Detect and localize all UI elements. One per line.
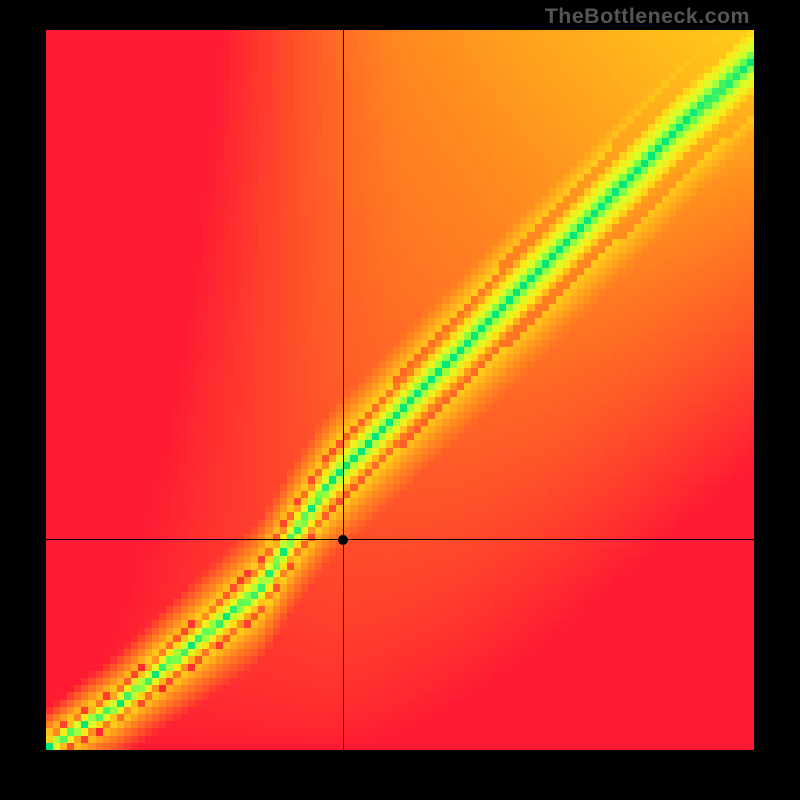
crosshair-horizontal — [46, 539, 754, 540]
watermark-text: TheBottleneck.com — [545, 4, 750, 29]
chart-root: TheBottleneck.com — [0, 0, 800, 800]
crosshair-vertical — [343, 30, 344, 750]
crosshair-marker — [337, 534, 349, 546]
heatmap-canvas — [46, 30, 754, 750]
